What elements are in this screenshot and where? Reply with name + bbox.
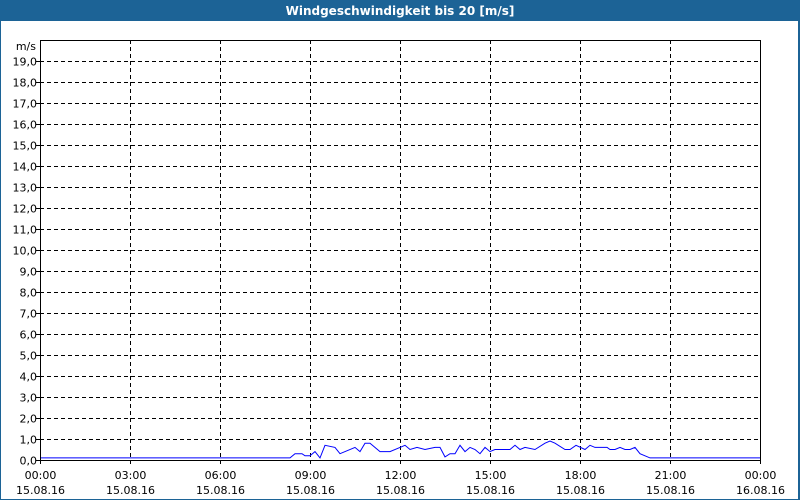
y-tick-label: 15,0 (13, 140, 38, 153)
y-tick-label: 7,0 (20, 308, 38, 321)
x-tick-date: 15.08.16 (196, 484, 245, 497)
x-tick-date: 15.08.16 (286, 484, 335, 497)
x-tick-time: 12:00 (385, 469, 417, 482)
y-tick-label: 9,0 (20, 266, 38, 279)
x-tick-date: 15.08.16 (556, 484, 605, 497)
y-tick-label: 0,0 (20, 455, 38, 468)
y-tick-label: 5,0 (20, 350, 38, 363)
y-tick-label: 16,0 (13, 119, 38, 132)
y-tick-label: 4,0 (20, 371, 38, 384)
y-tick-label: 1,0 (20, 434, 38, 447)
y-tick-label: 6,0 (20, 329, 38, 342)
x-tick-time: 21:00 (655, 469, 687, 482)
x-tick-time: 03:00 (115, 469, 147, 482)
x-tick-time: 00:00 (25, 469, 57, 482)
y-tick-label: 12,0 (13, 203, 38, 216)
y-tick-label: 10,0 (13, 245, 38, 258)
chart-title: Windgeschwindigkeit bis 20 [m/s] (285, 4, 515, 18)
x-tick-date: 15.08.16 (646, 484, 695, 497)
y-axis: 0,0 1,0 2,0 3,0 4,0 5,0 6,0 7,0 8,0 9,0 10,0 11,0 12… (13, 56, 40, 468)
chart-panel (1, 21, 798, 499)
x-tick-date: 15.08.16 (16, 484, 65, 497)
y-tick-label: 2,0 (20, 413, 38, 426)
y-tick-label: 11,0 (13, 224, 38, 237)
x-tick-time: 15:00 (475, 469, 507, 482)
x-tick-time: 06:00 (205, 469, 237, 482)
y-axis-label: m/s (16, 40, 36, 53)
x-tick-time: 18:00 (565, 469, 597, 482)
plot-frame (40, 40, 761, 461)
y-tick-label: 3,0 (20, 392, 38, 405)
x-tick-time: 00:00 (745, 469, 777, 482)
y-tick-label: 14,0 (13, 161, 38, 174)
x-tick-date: 15.08.16 (466, 484, 515, 497)
y-tick-label: 13,0 (13, 182, 38, 195)
y-tick-label: 19,0 (13, 56, 38, 69)
x-tick-date: 15.08.16 (376, 484, 425, 497)
y-tick-label: 17,0 (13, 98, 38, 111)
grid (40, 40, 760, 460)
y-tick-label: 8,0 (20, 287, 38, 300)
x-tick-date: 15.08.16 (106, 484, 155, 497)
x-axis: 00:00 15.08.16 03:00 15.08.16 06:00 15.08.16 0… (16, 460, 785, 497)
y-tick-label: 18,0 (13, 77, 38, 90)
x-tick-date: 16.08.16 (736, 484, 785, 497)
x-tick-time: 09:00 (295, 469, 327, 482)
wind-speed-line (40, 440, 760, 459)
